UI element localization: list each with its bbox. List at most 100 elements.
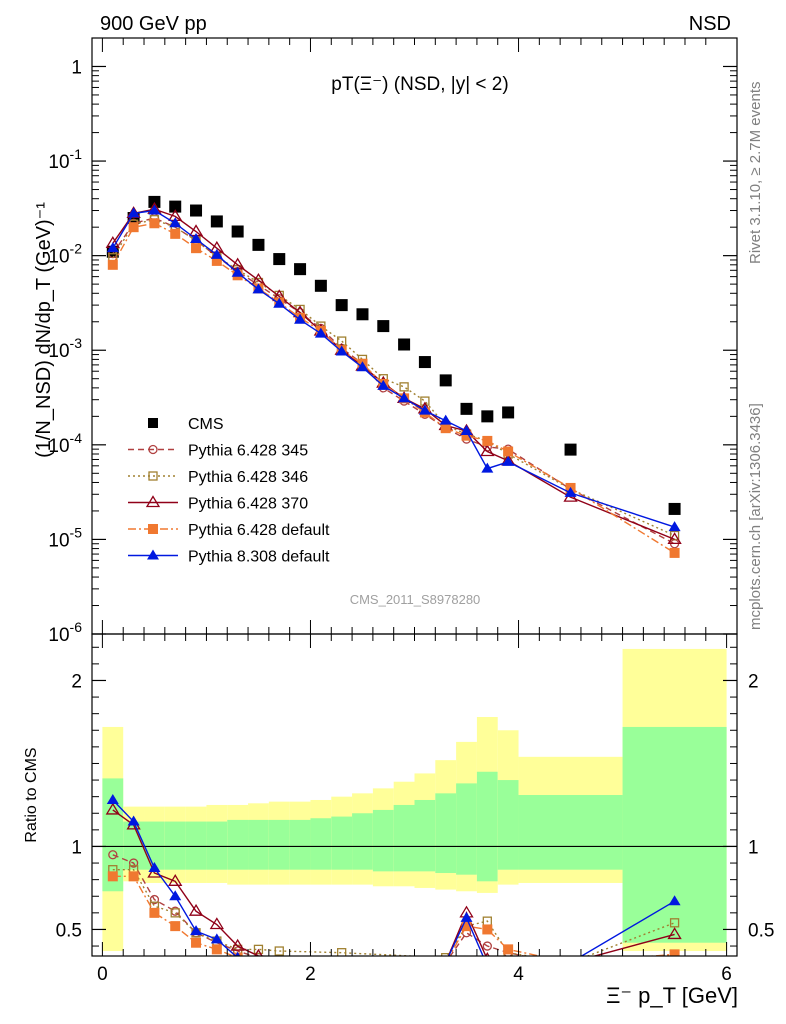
- series-line: [112, 209, 675, 528]
- ratio-point: [668, 895, 681, 906]
- data-point: [481, 462, 494, 473]
- series-2: [108, 215, 680, 541]
- y-tick-label: 10-6: [48, 619, 82, 646]
- analysis-watermark: CMS_2011_S8978280: [350, 592, 481, 607]
- uncertainty-band-inner: [456, 783, 477, 875]
- y-tick-label: 1: [71, 57, 82, 78]
- legend-marker: [145, 495, 161, 508]
- uncertainty-band-inner: [393, 804, 415, 872]
- uncertainty-band-inner: [248, 819, 269, 870]
- data-point: [669, 530, 680, 541]
- data-point: [399, 382, 409, 392]
- data-point: [190, 204, 203, 217]
- data-point: [564, 443, 577, 456]
- ratio-y-tick-label-right: 0.5: [748, 920, 774, 941]
- ratio-point: [503, 944, 514, 955]
- data-point: [335, 345, 348, 356]
- ratio-point: [669, 949, 680, 956]
- y-tick-label: 10-5: [48, 524, 82, 551]
- data-point: [356, 361, 369, 372]
- ratio-y-tick-label-right: 1: [748, 837, 759, 858]
- ratio-point: [482, 941, 492, 951]
- ratio-panel: 0.5 0.5 1 1 2 2 0 2 4 6 Ratio to CMS Ξ⁻ p_T [GeV]: [23, 633, 774, 1008]
- data-point: [460, 402, 473, 415]
- data-point: [294, 313, 307, 324]
- ratio-point: [191, 937, 202, 948]
- ratio-point: [441, 958, 451, 968]
- series-0: [106, 195, 681, 515]
- x-axis-title: Ξ⁻ p_T [GeV]: [606, 983, 738, 1008]
- data-point: [169, 217, 182, 228]
- ratio-point: [337, 948, 347, 956]
- legend-label: Pythia 6.428 default: [188, 522, 330, 539]
- ratio-point: [128, 858, 139, 868]
- data-point: [482, 435, 493, 446]
- legend-entry: Pythia 6.428 345: [128, 443, 308, 460]
- ratio-point: [274, 946, 284, 956]
- data-point: [480, 444, 495, 457]
- data-point: [106, 242, 119, 253]
- legend-label: Pythia 8.308 default: [188, 549, 330, 566]
- ratio-point: [565, 957, 577, 967]
- uncertainty-band-inner: [435, 793, 457, 874]
- data-point: [294, 263, 307, 276]
- ratio-point: [106, 793, 119, 804]
- ratio-point: [107, 871, 118, 882]
- data-point: [127, 207, 140, 218]
- data-point: [481, 410, 494, 423]
- data-point: [252, 238, 265, 251]
- data-point: [170, 228, 181, 239]
- legend-entry: Pythia 6.428 346: [128, 469, 308, 486]
- series-line: [112, 222, 675, 554]
- ratio-point: [209, 917, 224, 930]
- ratio-point: [168, 874, 183, 886]
- uncertainty-band-inner: [372, 809, 394, 872]
- legend-label: CMS: [188, 416, 224, 433]
- ratio-point: [169, 890, 182, 901]
- data-point: [668, 521, 681, 532]
- ratio-y-tick-label: 0.5: [56, 920, 82, 941]
- ratio-point: [669, 918, 680, 928]
- y-tick-label: 10-3: [48, 335, 82, 362]
- data-point: [669, 547, 680, 558]
- header-right: NSD: [689, 13, 731, 35]
- legend-marker: [148, 524, 158, 534]
- ratio-point: [170, 921, 181, 932]
- data-point: [502, 455, 515, 466]
- data-point: [148, 204, 161, 215]
- ratio-point: [230, 938, 245, 951]
- data-point: [460, 425, 473, 436]
- data-point: [231, 266, 244, 277]
- ratio-point: [481, 960, 493, 970]
- uncertainty-band-inner: [102, 778, 124, 892]
- ratio-series-4: [106, 793, 681, 970]
- data-point: [273, 253, 286, 266]
- source-label: mcplots.cern.ch [arXiv:1306.3436]: [747, 403, 764, 630]
- series-line: [112, 218, 675, 537]
- legend-marker: [147, 549, 159, 560]
- data-point: [191, 243, 202, 254]
- data-point: [461, 430, 472, 441]
- x-tick-label: 4: [513, 964, 524, 985]
- data-point: [418, 356, 431, 369]
- main-title: pT(Ξ⁻) (NSD, |y| < 2): [331, 74, 508, 95]
- data-point: [377, 379, 390, 390]
- ratio-y-tick-label: 2: [71, 671, 82, 692]
- ratio-point: [211, 944, 222, 955]
- series-3: [105, 201, 682, 545]
- rivet-version-label: Rivet 3.1.10, ≥ 2.7M events: [747, 82, 764, 265]
- data-point: [149, 218, 160, 229]
- ratio-point: [190, 925, 203, 936]
- legend-entry: CMS: [148, 416, 224, 433]
- y-axis-title: (1/N_NSD) dN/dp_T (GeV)⁻¹: [33, 202, 55, 458]
- ratio-point: [460, 911, 473, 922]
- data-point: [107, 259, 118, 270]
- uncertainty-band-inner: [185, 821, 207, 870]
- legend-marker: [148, 471, 158, 481]
- ratio-point: [482, 924, 493, 935]
- uncertainty-band-inner: [414, 799, 436, 872]
- legend: CMS Pythia 6.428 345 Pythia 6.428 346 Pythi…: [128, 416, 330, 566]
- series-5: [106, 204, 681, 532]
- data-point: [210, 215, 223, 228]
- x-tick-label: 6: [721, 964, 732, 985]
